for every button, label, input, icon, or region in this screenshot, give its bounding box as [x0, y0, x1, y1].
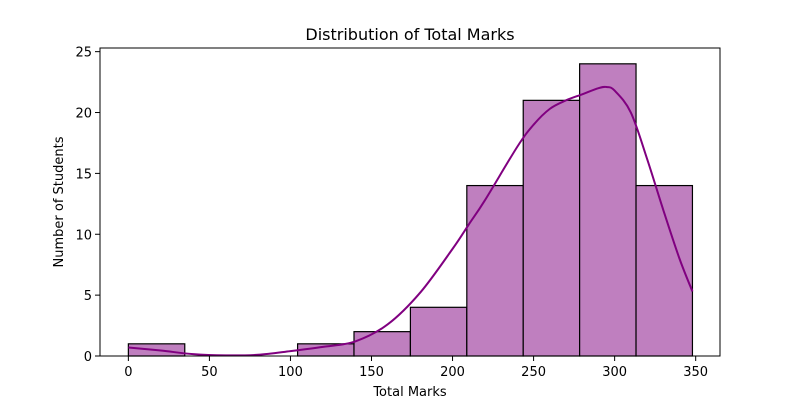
y-tick-label: 20 — [75, 107, 92, 122]
y-tick-label: 25 — [75, 46, 92, 61]
x-axis-label: Total Marks — [372, 385, 447, 400]
chart-title: Distribution of Total Marks — [305, 25, 514, 44]
x-axis-ticks: 0 50 100 150 200 250 300 350 — [124, 356, 708, 380]
y-axis-ticks: 0 5 10 15 20 25 — [75, 46, 100, 365]
kde-curve — [128, 85, 694, 357]
histogram-bar-4 — [353, 331, 412, 357]
histogram-bars — [127, 63, 694, 357]
x-tick-label: 0 — [124, 365, 132, 380]
x-tick-label: 350 — [683, 365, 708, 380]
y-tick-label: 10 — [75, 228, 92, 243]
histogram-bar-6 — [466, 184, 524, 357]
histogram-bar-5 — [409, 306, 468, 357]
plot-frame — [99, 47, 721, 357]
y-tick-label: 5 — [84, 289, 92, 304]
x-tick-label: 200 — [440, 365, 465, 380]
x-tick-label: 50 — [201, 365, 218, 380]
histogram-bar-7 — [522, 99, 581, 357]
x-tick-label: 100 — [278, 365, 303, 380]
y-tick-label: 15 — [75, 167, 92, 182]
y-tick-label: 0 — [84, 350, 92, 365]
x-tick-label: 300 — [602, 365, 627, 380]
x-tick-label: 150 — [359, 365, 384, 380]
x-tick-label: 250 — [521, 365, 546, 380]
y-axis-label: Number of Students — [52, 136, 67, 267]
